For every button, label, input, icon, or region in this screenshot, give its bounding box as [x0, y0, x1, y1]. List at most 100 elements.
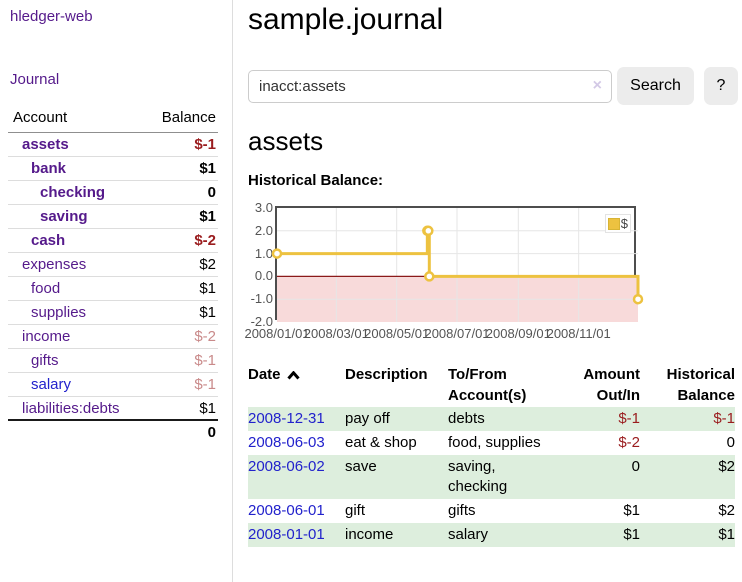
brand-link[interactable]: hledger-web: [10, 8, 93, 25]
account-row: food $1: [8, 277, 218, 301]
data-point-marker: [423, 225, 434, 237]
transaction-date-link[interactable]: 2008-06-01: [248, 502, 325, 519]
transaction-date-link[interactable]: 2008-06-02: [248, 458, 325, 475]
account-tree: Account Balance assets $-1 bank $1 checking 0…: [8, 106, 218, 445]
y-axis-tick-label: 1.0: [254, 245, 273, 261]
account-balance: $-1: [194, 352, 216, 369]
account-row: gifts $-1: [8, 349, 218, 373]
transaction-row: 2008-01-01 income salary $1 $1: [248, 523, 735, 547]
page-title: sample.journal: [248, 3, 444, 36]
x-axis-tick-label: 2008/11/01: [546, 326, 611, 341]
transaction-amount: 0: [631, 458, 640, 475]
transaction-accounts: saving, checking: [448, 458, 508, 495]
account-balance: 0: [207, 184, 216, 201]
account-balance: $1: [199, 280, 216, 297]
column-header-historical-balance: Historical Balance: [666, 366, 735, 404]
transaction-accounts: food, supplies: [448, 434, 541, 451]
data-point-marker: [271, 248, 283, 259]
account-balance: $1: [199, 160, 216, 177]
account-link[interactable]: saving: [40, 208, 88, 225]
search-button[interactable]: Search: [617, 67, 694, 105]
transaction-amount: $-2: [618, 434, 640, 451]
x-axis-tick-label: 2008/01/01: [244, 326, 310, 341]
account-link[interactable]: gifts: [31, 352, 59, 369]
account-balance: $-1: [194, 376, 216, 393]
account-row: bank $1: [8, 157, 218, 181]
account-link[interactable]: expenses: [22, 256, 87, 273]
transaction-balance: $1: [718, 526, 735, 543]
search-input[interactable]: [259, 72, 577, 101]
transaction-description: gift: [345, 502, 366, 519]
x-axis-tick-label: 2008/05/01: [364, 326, 430, 341]
nav-journal-link[interactable]: Journal: [10, 71, 60, 88]
account-link[interactable]: bank: [31, 160, 67, 177]
account-link[interactable]: liabilities:debts: [22, 399, 120, 417]
transaction-balance: $2: [718, 458, 735, 475]
clear-search-icon[interactable]: ×: [592, 77, 602, 94]
y-axis-tick-label: 3.0: [254, 200, 273, 215]
account-row: expenses $2: [8, 253, 218, 277]
account-link[interactable]: cash: [31, 232, 66, 249]
transaction-date-link[interactable]: 2008-12-31: [248, 410, 325, 427]
account-tree-header: Account Balance: [8, 106, 218, 133]
y-axis-tick-label: 0.0: [254, 268, 273, 284]
transaction-row: 2008-06-01 gift gifts $1 $2: [248, 499, 735, 523]
help-button[interactable]: ?: [704, 67, 738, 105]
account-row: supplies $1: [8, 301, 218, 325]
chart-title: Historical Balance:: [248, 172, 384, 189]
sidebar-total-balance: 0: [207, 424, 216, 441]
account-balance: $-2: [194, 232, 216, 249]
transaction-amount: $-1: [618, 410, 640, 427]
account-link[interactable]: food: [31, 280, 61, 297]
transaction-accounts: salary: [448, 526, 489, 543]
account-row: liabilities:debts $1: [8, 397, 218, 421]
y-axis-tick-label: -1.0: [250, 291, 273, 307]
legend-swatch-icon: [607, 217, 620, 230]
main-content: sample.journal × Search ? assets Histori…: [244, 0, 742, 582]
column-header-date[interactable]: Date: [248, 363, 345, 407]
transaction-description: pay off: [345, 410, 390, 427]
account-row: salary $-1: [8, 373, 218, 397]
column-header-to-from-account-s-: To/From Account(s): [448, 366, 527, 404]
x-axis-tick-label: 2008/07/01: [424, 326, 490, 341]
chart-series-svg: [271, 208, 644, 322]
transaction-amount: $1: [623, 526, 640, 543]
transaction-description: save: [345, 458, 377, 475]
account-link[interactable]: income: [22, 328, 71, 345]
column-header-description: Description: [345, 366, 428, 383]
y-axis-tick-label: -2.0: [250, 314, 273, 329]
account-link[interactable]: checking: [40, 184, 106, 201]
transaction-amount: $1: [623, 502, 640, 519]
account-link[interactable]: salary: [31, 376, 72, 393]
legend-label: $: [620, 216, 628, 231]
data-point-marker: [424, 271, 435, 282]
search-box: ×: [248, 70, 612, 103]
sidebar-divider: [232, 0, 233, 582]
transaction-balance: $2: [718, 502, 735, 519]
column-header-amount-out-in: Amount Out/In: [583, 366, 640, 404]
register-table: Date Description To/From Account(s) Amount …: [248, 363, 735, 547]
account-balance: $1: [199, 208, 216, 225]
account-balance: $1: [199, 304, 216, 321]
y-axis-tick-label: 2.0: [254, 222, 273, 238]
account-balance: $-1: [194, 136, 216, 153]
transaction-date-link[interactable]: 2008-06-03: [248, 434, 325, 451]
transaction-row: 2008-06-02 save saving, checking 0 $2: [248, 455, 735, 499]
account-row: saving $1: [8, 205, 218, 229]
account-link[interactable]: supplies: [31, 304, 87, 321]
historical-balance-chart: 3.0 2.0 1.0 0.0 -1.0 -2.0 $ 2008/01/01 2008/03…: [244, 200, 742, 345]
account-row: cash $-2: [8, 229, 218, 253]
x-axis-tick-label: 2008/09/01: [485, 326, 551, 341]
transaction-date-link[interactable]: 2008-01-01: [248, 526, 325, 543]
transaction-balance: 0: [726, 434, 735, 451]
account-link[interactable]: assets: [22, 136, 69, 153]
transaction-row: 2008-12-31 pay off debts $-1 $-1: [248, 407, 735, 431]
chart-plot-area: $: [271, 206, 644, 322]
transaction-row: 2008-06-03 eat & shop food, supplies $-2 0: [248, 431, 735, 455]
account-balance: $-2: [194, 328, 216, 345]
transaction-accounts: gifts: [448, 502, 476, 519]
account-column-header: Account: [13, 109, 68, 126]
account-row: assets $-1: [8, 133, 218, 157]
chart-legend: $: [604, 214, 631, 233]
